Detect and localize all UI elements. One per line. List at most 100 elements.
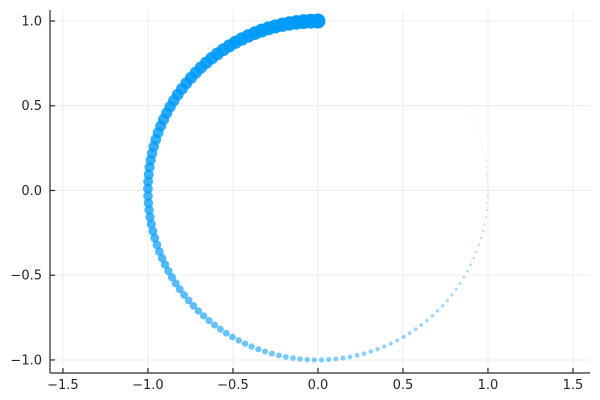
scatter-marker [143,183,153,194]
scatter-marker [388,341,393,346]
scatter-marker [380,32,382,34]
scatter-marker [268,350,275,357]
scatter-marker [184,296,193,305]
scatter-marker [481,230,485,233]
y-tick-label: −0.5 [10,269,42,284]
scatter-marker [479,138,481,141]
scatter-marker [395,338,400,343]
scatter-marker [400,42,401,43]
scatter-marker [407,331,412,336]
scatter-marker [449,82,451,84]
scatter-marker [393,38,395,40]
scatter-marker [439,72,441,73]
scatter-marker [444,77,446,79]
x-tick-label: 0.5 [393,378,414,393]
scatter-marker [354,353,360,358]
scatter-marker [304,356,310,363]
scatter-marker [450,293,454,297]
scatter-marker [146,219,156,229]
scatter-marker [368,349,374,354]
scatter-marker [425,318,429,323]
scatter-marker [229,333,236,341]
scatter-marker [332,21,333,22]
y-tick-label: −1.0 [10,353,42,368]
scatter-marker [367,28,368,29]
scatter-marker [216,325,224,333]
scatter-marker [462,275,466,279]
scatter-marker [361,351,367,356]
scatter-marker [346,23,347,24]
scatter-marker [479,236,483,240]
scatter-marker [440,304,445,308]
scatter-marker [419,323,424,327]
scatter-marker [461,100,463,102]
scatter-marker [275,352,282,359]
scatter-marker [430,314,435,318]
scatter-marker [164,266,173,276]
scatter-marker [311,357,318,363]
scatter-marker [475,250,478,253]
scatter-marker [382,344,387,349]
scatter-marker [222,329,230,337]
scatter-marker [189,302,198,310]
scatter-marker [145,212,155,222]
x-tick-label: −1.0 [132,378,164,393]
scatter-marker [360,26,361,27]
scatter-marker [180,291,188,299]
scatter-marker [406,45,407,47]
scatter-marker [483,223,486,226]
scatter-marker [486,194,489,197]
scatter-marker [457,94,459,96]
x-tick-label: 0.0 [308,378,329,393]
scatter-marker [143,176,154,187]
scatter-marker [471,118,473,121]
scatter-marker [486,180,489,183]
scatter-marker [255,346,262,353]
scatter-marker [297,356,303,362]
scatter-marker [340,355,346,361]
x-tick-label: −0.5 [217,378,249,393]
scatter-marker [347,354,353,360]
scatter-marker [175,285,184,294]
x-tick-label: −1.5 [47,378,79,393]
scatter-marker [160,260,170,269]
scatter-marker [194,307,203,315]
scatter-marker [485,166,488,169]
scatter-marker [435,309,440,313]
scatter-marker [157,253,167,263]
scatter-marker [248,343,255,350]
scatter-marker [144,205,154,215]
scatter-marker [487,187,489,190]
scatter-marker [318,357,325,363]
y-tick-label: 0.0 [21,184,42,199]
scatter-marker [465,106,467,108]
scatter-marker [466,269,469,273]
scatter-marker [387,35,388,37]
scatter-marker [458,281,462,285]
series-unit-circle-scatter [143,13,489,363]
scatter-marker [429,62,430,64]
scatter-marker [472,256,476,260]
scatter-marker [150,233,160,243]
scatter-marker [152,240,162,250]
scatter-marker [469,263,473,267]
scatter-marker [484,159,487,162]
scatter-marker [481,145,483,148]
scatter-marker [310,13,326,29]
scatter-marker [143,191,153,201]
scatter-marker [333,356,339,362]
y-tick-label: 1.0 [21,15,42,30]
scatter-marker [235,337,242,344]
scatter-marker [484,216,487,219]
scatter-marker [401,334,406,339]
scatter-marker [167,273,176,282]
scatter-marker [474,125,476,127]
scatter-marker [423,57,425,59]
scatter-marker [199,312,208,320]
scatter-marker [486,201,489,204]
scatter-marker [353,25,354,26]
scatter-marker [445,298,449,303]
x-tick-label: 1.0 [478,378,499,393]
scatter-marker [413,327,418,332]
